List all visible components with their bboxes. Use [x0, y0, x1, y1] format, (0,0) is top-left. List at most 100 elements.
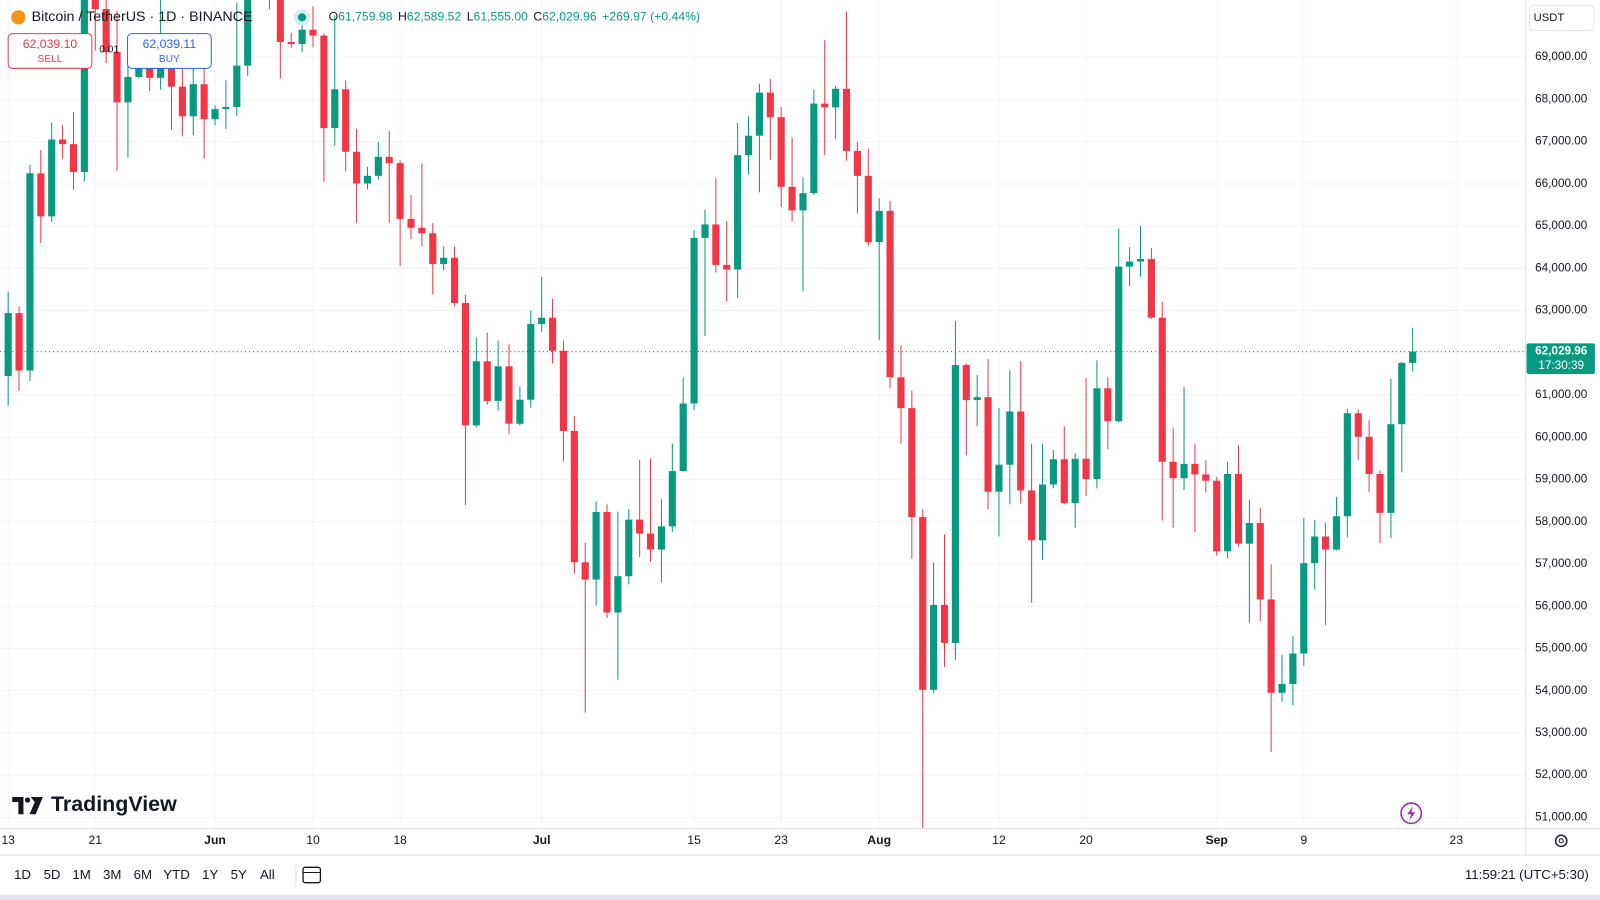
- candle-body: [233, 65, 241, 107]
- range-button[interactable]: 5D: [44, 867, 61, 882]
- y-tick-label: 61,000.00: [1535, 388, 1588, 401]
- buy-label[interactable]: BUY: [159, 54, 180, 65]
- y-tick-label: 64,000.00: [1535, 261, 1588, 274]
- x-tick-label: Sep: [1205, 833, 1227, 847]
- candle-body: [712, 224, 720, 265]
- candle-body: [636, 519, 644, 534]
- alert-bolt[interactable]: [1407, 806, 1416, 821]
- candle-body: [298, 29, 306, 45]
- candle-body: [1409, 351, 1417, 363]
- y-tick-label: 65,000.00: [1535, 219, 1588, 232]
- buy-box[interactable]: [127, 33, 212, 69]
- y-tick-label: 69,000.00: [1535, 50, 1588, 63]
- range-button[interactable]: YTD: [163, 867, 190, 882]
- candle-body: [113, 52, 121, 103]
- clock[interactable]: 11:59:21 (UTC+5:30): [1465, 867, 1589, 882]
- candle-body: [102, 8, 110, 53]
- settings-icon-core[interactable]: [1558, 838, 1564, 844]
- candle-body: [766, 92, 774, 118]
- sell-label[interactable]: SELL: [38, 54, 63, 65]
- candle-body: [548, 317, 557, 351]
- status-dot: [297, 13, 307, 22]
- x-tick-label: 10: [306, 833, 320, 847]
- buy-price[interactable]: 62,039.11: [143, 37, 197, 51]
- candle-body: [494, 366, 502, 401]
- candle-body: [1376, 474, 1384, 513]
- range-button[interactable]: 1Y: [202, 867, 218, 882]
- range-button[interactable]: 3M: [103, 867, 121, 882]
- candle-body: [418, 227, 426, 234]
- candle-body: [777, 117, 785, 187]
- legend-value: 62,589.52: [407, 10, 462, 24]
- candle-body: [657, 526, 665, 550]
- buy-button[interactable]: 62,039.11 BUY: [127, 33, 212, 69]
- y-tick-label: 55,000.00: [1535, 642, 1588, 655]
- candle-body: [1191, 463, 1199, 475]
- range-button[interactable]: All: [260, 867, 275, 882]
- legend-key: H: [398, 10, 407, 24]
- candle-body: [1136, 259, 1145, 262]
- legend-key: O: [329, 10, 339, 24]
- range-button[interactable]: 6M: [134, 867, 152, 882]
- candle-body: [472, 361, 480, 426]
- candle-body: [1256, 522, 1264, 600]
- candle-body: [995, 464, 1003, 492]
- x-tick-label: Aug: [867, 833, 891, 847]
- brand-dot[interactable]: [24, 797, 31, 803]
- candle-body: [832, 88, 840, 108]
- x-tick-label: 13: [1, 833, 15, 847]
- candle-body: [244, 0, 252, 66]
- countdown: 17:30:39: [1538, 359, 1584, 372]
- sell-price[interactable]: 62,039.10: [23, 37, 78, 51]
- range-button[interactable]: 1M: [72, 867, 90, 882]
- range-button[interactable]: 1D: [14, 867, 31, 882]
- range-button[interactable]: 5Y: [231, 867, 247, 882]
- candle-body: [1115, 266, 1123, 422]
- candle-body: [625, 519, 633, 577]
- candle-body: [1343, 413, 1351, 517]
- candle-body: [1169, 461, 1177, 479]
- candle-body: [1245, 522, 1253, 544]
- candle-body: [505, 366, 513, 424]
- candle-body: [91, 0, 99, 9]
- alert-icon[interactable]: [1400, 802, 1423, 825]
- candle-body: [646, 533, 655, 550]
- x-tick-label: Jul: [533, 833, 551, 847]
- currency-box[interactable]: [1529, 4, 1595, 32]
- calendar-icon[interactable]: [302, 866, 322, 884]
- brand-logo[interactable]: TradingView: [12, 792, 177, 816]
- x-tick-label: 23: [1449, 833, 1463, 847]
- brand-name[interactable]: TradingView: [51, 792, 177, 816]
- candle-body: [1126, 261, 1134, 267]
- sell-button[interactable]: 62,039.10 SELL: [7, 33, 93, 69]
- candle-body: [940, 604, 949, 643]
- settings-icon[interactable]: [1554, 834, 1568, 848]
- currency[interactable]: USDT: [1534, 12, 1565, 24]
- spread: 0.01: [99, 45, 119, 56]
- y-tick-label: 53,000.00: [1535, 726, 1588, 739]
- candle-body: [440, 257, 448, 265]
- candle-body: [668, 471, 676, 527]
- candle-body: [559, 350, 568, 431]
- candle-body: [603, 512, 611, 613]
- brand-mark[interactable]: [12, 796, 43, 815]
- candle-body: [516, 399, 524, 424]
- candle-body: [951, 365, 959, 643]
- candle-body: [287, 41, 295, 45]
- candle-body: [69, 144, 78, 173]
- candle-body: [1060, 459, 1068, 504]
- candle-body: [461, 302, 470, 426]
- candle-body: [374, 156, 382, 176]
- candle-body: [59, 139, 67, 145]
- symbol-title[interactable]: Bitcoin / TetherUS · 1D · BINANCE: [32, 9, 253, 25]
- x-tick-label: 21: [88, 833, 102, 847]
- candle-body: [178, 86, 186, 117]
- sell-box[interactable]: [7, 33, 93, 69]
- candle-body: [538, 317, 546, 325]
- candle-body: [1071, 458, 1079, 504]
- candle-body: [189, 84, 197, 117]
- candle-body: [48, 139, 56, 217]
- candle-body: [581, 562, 589, 580]
